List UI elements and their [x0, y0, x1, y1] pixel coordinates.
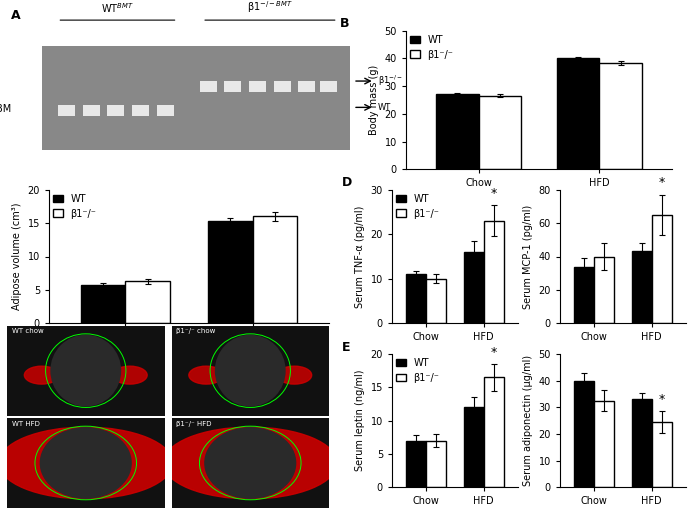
- Text: β1⁻/⁻ HFD: β1⁻/⁻ HFD: [176, 421, 211, 427]
- Y-axis label: Serum adiponectin (μg/ml): Serum adiponectin (μg/ml): [523, 355, 533, 486]
- Text: D: D: [342, 176, 352, 189]
- Ellipse shape: [0, 427, 173, 499]
- Y-axis label: Serum leptin (ng/ml): Serum leptin (ng/ml): [355, 370, 365, 471]
- Bar: [594, 401, 615, 487]
- Text: *: *: [659, 393, 665, 406]
- Bar: [426, 279, 447, 323]
- Bar: [157, 105, 174, 116]
- Y-axis label: Body mass (g): Body mass (g): [369, 65, 379, 135]
- Bar: [574, 381, 594, 487]
- Bar: [225, 81, 242, 92]
- Bar: [599, 63, 642, 169]
- Bar: [298, 81, 315, 92]
- Bar: [406, 441, 426, 487]
- Text: WT chow: WT chow: [12, 328, 43, 334]
- Bar: [557, 58, 599, 169]
- Legend: WT, β1⁻/⁻: WT, β1⁻/⁻: [394, 356, 441, 385]
- Y-axis label: Serum MCP-1 (pg/ml): Serum MCP-1 (pg/ml): [523, 204, 533, 309]
- Legend: WT, β1⁻/⁻: WT, β1⁻/⁻: [51, 192, 98, 221]
- Bar: [320, 81, 337, 92]
- Text: WT$^{BMT}$: WT$^{BMT}$: [101, 1, 134, 14]
- Text: *: *: [491, 187, 497, 200]
- Text: A: A: [11, 9, 21, 22]
- Bar: [249, 81, 266, 92]
- Text: β1⁻/⁻ chow: β1⁻/⁻ chow: [176, 328, 216, 334]
- Y-axis label: Adipose volume (cm³): Adipose volume (cm³): [12, 203, 22, 310]
- Text: *: *: [659, 176, 665, 189]
- Text: *: *: [491, 346, 497, 359]
- Bar: [42, 47, 350, 150]
- Bar: [208, 221, 253, 323]
- Bar: [58, 105, 75, 116]
- Y-axis label: Serum TNF-α (pg/ml): Serum TNF-α (pg/ml): [355, 205, 365, 308]
- Text: WT HFD: WT HFD: [12, 421, 40, 427]
- Ellipse shape: [40, 427, 132, 499]
- Bar: [652, 215, 672, 323]
- Bar: [484, 221, 504, 323]
- Bar: [463, 252, 484, 323]
- Text: β1$^{-/-}$: β1$^{-/-}$: [378, 74, 402, 88]
- Ellipse shape: [204, 427, 296, 499]
- Text: E: E: [342, 341, 350, 353]
- Bar: [631, 399, 652, 487]
- Bar: [631, 251, 652, 323]
- Text: β1$^{-/-BMT}$: β1$^{-/-BMT}$: [247, 0, 293, 14]
- Ellipse shape: [25, 366, 59, 384]
- Bar: [463, 407, 484, 487]
- Bar: [200, 81, 217, 92]
- Bar: [652, 422, 672, 487]
- Ellipse shape: [163, 427, 337, 499]
- Bar: [574, 267, 594, 323]
- Text: BM: BM: [0, 104, 11, 114]
- Text: WT: WT: [378, 103, 391, 112]
- Bar: [253, 216, 298, 323]
- Bar: [125, 281, 170, 323]
- Bar: [594, 256, 615, 323]
- Bar: [80, 285, 125, 323]
- Bar: [479, 96, 521, 169]
- Bar: [108, 105, 125, 116]
- Legend: WT, β1⁻/⁻: WT, β1⁻/⁻: [394, 192, 441, 221]
- Text: B: B: [340, 17, 349, 30]
- Bar: [274, 81, 290, 92]
- Ellipse shape: [215, 334, 286, 406]
- Ellipse shape: [277, 366, 312, 384]
- Bar: [426, 441, 447, 487]
- Bar: [484, 378, 504, 487]
- Bar: [406, 274, 426, 323]
- Bar: [83, 105, 99, 116]
- Bar: [132, 105, 149, 116]
- Bar: [436, 94, 479, 169]
- Ellipse shape: [50, 334, 121, 406]
- Legend: WT, β1⁻/⁻: WT, β1⁻/⁻: [408, 33, 455, 62]
- Ellipse shape: [189, 366, 223, 384]
- Ellipse shape: [113, 366, 147, 384]
